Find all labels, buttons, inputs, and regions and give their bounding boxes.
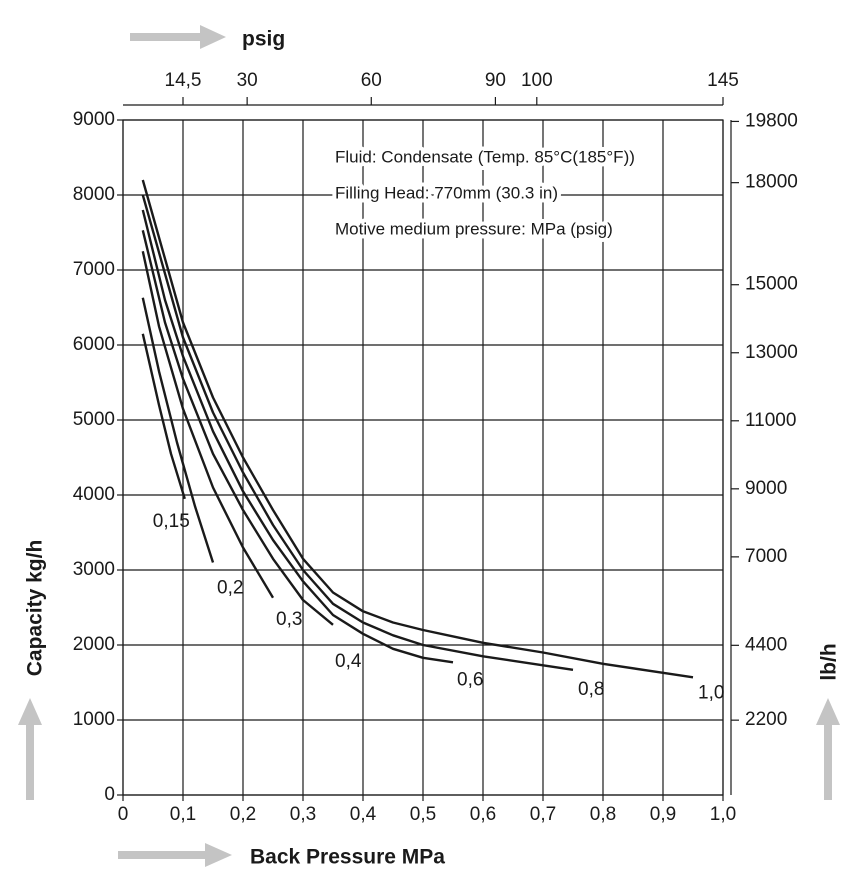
- x-tick-label: 0,6: [470, 804, 496, 825]
- x-tick-label: 1,0: [710, 804, 736, 825]
- y2-tick-label: 7000: [745, 546, 787, 567]
- series-label: 0,4: [335, 651, 362, 672]
- series-label: 1,0: [698, 682, 724, 703]
- x-tick-label: 0,9: [650, 804, 676, 825]
- series-line: [141, 209, 454, 664]
- series-label: 0,6: [457, 669, 483, 690]
- x-tick-label: 0,4: [350, 804, 377, 825]
- x-tick-label: 0,5: [410, 804, 436, 825]
- arrow-icon: [118, 843, 232, 867]
- x-tick-label: 0,1: [170, 804, 196, 825]
- annotation: Filling Head: 770mm (30.3 in): [335, 183, 558, 202]
- x2-tick-label: 30: [237, 70, 258, 91]
- x2-tick-label: 14,5: [165, 70, 202, 91]
- x-tick-label: 0,3: [290, 804, 316, 825]
- series-label: 0,2: [217, 578, 243, 599]
- series-label: 0,15: [153, 511, 190, 532]
- y2-tick-label: 11000: [745, 410, 796, 431]
- series-line: [141, 230, 334, 626]
- y-tick-label: 6000: [73, 334, 115, 355]
- x-tick-label: 0,7: [530, 804, 556, 825]
- y2-tick-label: 9000: [745, 478, 787, 499]
- annotation: Motive medium pressure: MPa (psig): [335, 219, 613, 238]
- x2-tick-label: 90: [485, 70, 506, 91]
- x-tick-label: 0,8: [590, 804, 616, 825]
- series-label: 0,8: [578, 679, 604, 700]
- arrow-icon: [816, 698, 840, 800]
- arrow-icon: [18, 698, 42, 800]
- series-line: [141, 194, 574, 671]
- y-tick-label: 4000: [73, 484, 115, 505]
- y-tick-label: 3000: [73, 559, 115, 580]
- y2-tick-label: 13000: [745, 342, 798, 363]
- series-line: [141, 251, 275, 599]
- series-label: 0,3: [276, 609, 302, 630]
- y-tick-label: 9000: [73, 109, 115, 130]
- y2-tick-label: 2200: [745, 709, 787, 730]
- x-tick-label: 0,2: [230, 804, 256, 825]
- y-tick-label: 7000: [73, 259, 115, 280]
- series-line: [141, 297, 215, 563]
- x-axis-title: Back Pressure MPa: [250, 846, 445, 869]
- y-tick-label: 2000: [73, 634, 115, 655]
- x2-axis-title: psig: [242, 28, 285, 51]
- y2-tick-label: 19800: [745, 110, 798, 131]
- y-tick-label: 0: [104, 784, 115, 805]
- x2-tick-label: 100: [521, 70, 553, 91]
- y2-tick-label: 15000: [745, 274, 798, 295]
- y2-axis-title: lb/h: [818, 643, 841, 680]
- y-tick-label: 1000: [73, 709, 115, 730]
- y2-tick-label: 4400: [745, 634, 787, 655]
- y-tick-label: 5000: [73, 409, 115, 430]
- y-axis-title: Capacity kg/h: [24, 540, 47, 677]
- series-line: [141, 179, 694, 679]
- y2-tick-label: 18000: [745, 172, 798, 193]
- x2-tick-label: 60: [361, 70, 382, 91]
- y-tick-label: 8000: [73, 184, 115, 205]
- series-line: [141, 333, 186, 500]
- x2-tick-label: 145: [707, 70, 739, 91]
- arrow-icon: [130, 25, 226, 49]
- x-tick-label: 0: [118, 804, 129, 825]
- annotation: Fluid: Condensate (Temp. 85°C(185°F)): [335, 147, 635, 166]
